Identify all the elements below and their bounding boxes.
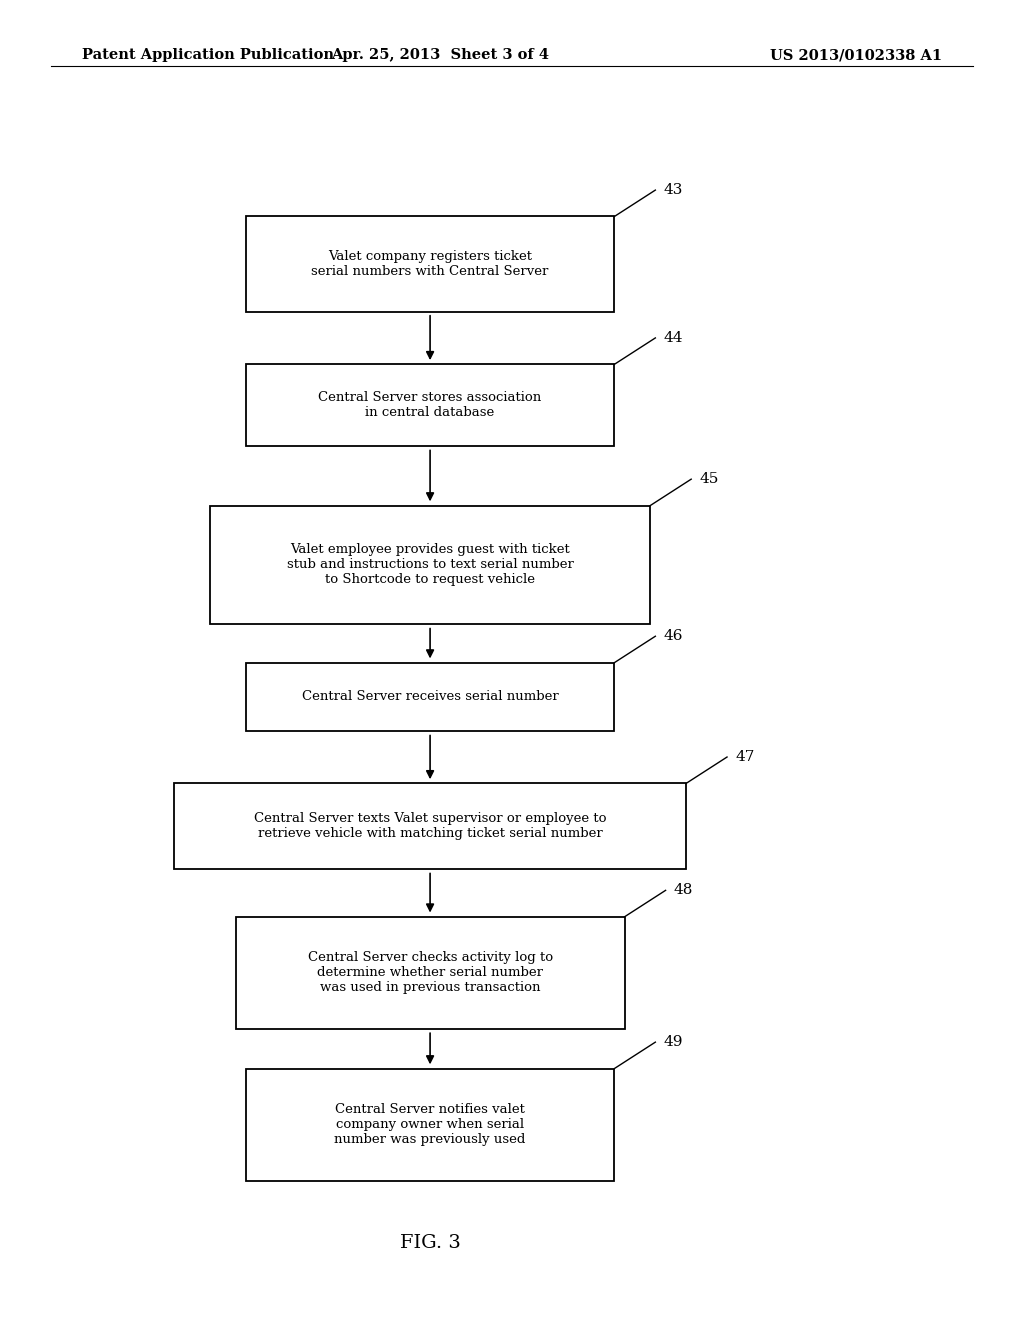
- Bar: [246, 663, 614, 731]
- Text: 49: 49: [664, 1035, 683, 1049]
- Text: 43: 43: [664, 183, 683, 197]
- Text: 48: 48: [674, 883, 693, 898]
- Bar: [246, 216, 614, 312]
- Text: Patent Application Publication: Patent Application Publication: [82, 49, 334, 62]
- Text: Central Server texts Valet supervisor or employee to
retrieve vehicle with match: Central Server texts Valet supervisor or…: [254, 812, 606, 841]
- Bar: [236, 916, 625, 1030]
- Text: Central Server stores association
in central database: Central Server stores association in cen…: [318, 391, 542, 420]
- Text: 44: 44: [664, 331, 683, 345]
- Bar: [210, 506, 650, 624]
- Text: Central Server notifies valet
company owner when serial
number was previously us: Central Server notifies valet company ow…: [335, 1104, 525, 1146]
- Text: Valet employee provides guest with ticket
stub and instructions to text serial n: Valet employee provides guest with ticke…: [287, 544, 573, 586]
- Bar: [246, 364, 614, 446]
- Bar: [174, 783, 686, 869]
- Text: Central Server receives serial number: Central Server receives serial number: [302, 690, 558, 704]
- Text: Central Server checks activity log to
determine whether serial number
was used i: Central Server checks activity log to de…: [307, 952, 553, 994]
- Text: 46: 46: [664, 630, 683, 643]
- Text: 45: 45: [699, 473, 719, 486]
- Bar: [246, 1069, 614, 1180]
- Text: 47: 47: [735, 750, 755, 764]
- Text: Valet company registers ticket
serial numbers with Central Server: Valet company registers ticket serial nu…: [311, 249, 549, 279]
- Text: US 2013/0102338 A1: US 2013/0102338 A1: [770, 49, 942, 62]
- Text: FIG. 3: FIG. 3: [399, 1234, 461, 1253]
- Text: Apr. 25, 2013  Sheet 3 of 4: Apr. 25, 2013 Sheet 3 of 4: [332, 49, 549, 62]
